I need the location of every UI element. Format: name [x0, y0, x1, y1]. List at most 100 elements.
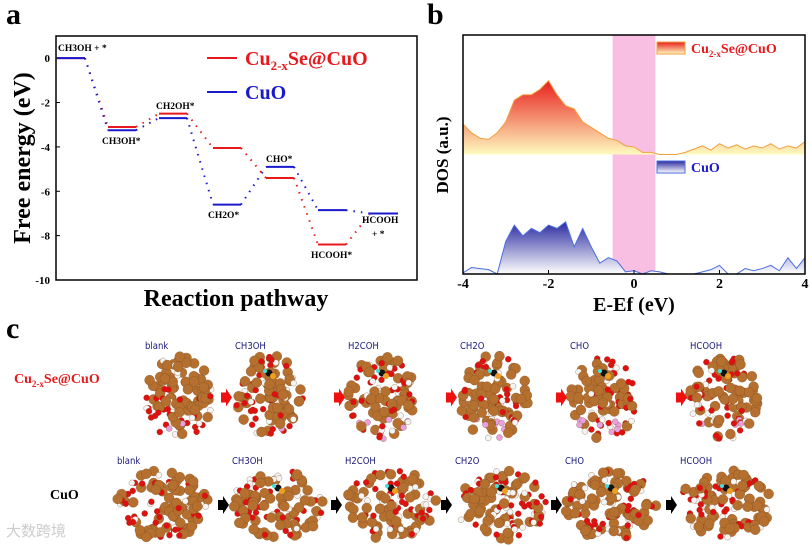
atom: [734, 385, 745, 396]
atom: [174, 351, 185, 362]
atom: [182, 497, 189, 505]
atom: [693, 401, 701, 408]
step-arrow: [676, 388, 687, 407]
atom: [609, 406, 620, 417]
atom: [264, 379, 275, 390]
atom: [167, 479, 179, 491]
atom: [245, 366, 257, 377]
atom: [499, 397, 506, 404]
atom: [713, 432, 720, 439]
atom: [353, 480, 360, 487]
atom: [404, 492, 416, 503]
atom: [591, 521, 599, 528]
atom: [317, 496, 328, 507]
atom: [422, 501, 430, 508]
structure-label: CH3OH: [235, 341, 266, 352]
atom: [479, 357, 486, 365]
adsorbate-oxygen: [495, 373, 501, 379]
atom: [505, 356, 512, 363]
atom: [710, 508, 717, 516]
adsorbate-hydrogen: [495, 484, 499, 488]
atom: [477, 395, 485, 402]
atom: [239, 487, 250, 499]
atom: [176, 532, 183, 539]
atom: [143, 394, 150, 401]
atom: [503, 427, 514, 439]
x-tick-label: -2: [543, 277, 555, 292]
atom: [576, 421, 583, 429]
row-label-cu2xse: Cu2-xSe@CuO: [14, 372, 100, 389]
atom: [261, 531, 269, 538]
structure-label: HCOOH: [680, 456, 713, 467]
atom: [538, 493, 545, 500]
atom: [154, 508, 161, 515]
structure-label: H2COH: [345, 456, 376, 467]
atom: [521, 489, 528, 497]
atom: [144, 375, 155, 386]
atom: [496, 434, 503, 441]
structure-CH2O: [457, 465, 549, 545]
atom: [229, 501, 240, 512]
atom: [474, 505, 485, 517]
atom: [488, 394, 499, 405]
atom: [358, 397, 365, 404]
x-tick-label: 2: [716, 277, 723, 292]
atom: [307, 521, 319, 532]
atom: [573, 392, 584, 403]
atom: [482, 515, 493, 527]
atom: [385, 469, 397, 480]
row-label-cuo: CuO: [50, 488, 79, 503]
atom: [725, 428, 736, 440]
atom: [302, 485, 313, 496]
atom: [628, 417, 635, 425]
x-tick-label: 4: [802, 277, 809, 292]
atom: [182, 384, 194, 395]
atom: [271, 391, 278, 398]
atom: [715, 375, 722, 382]
structure-CH2O: [456, 351, 533, 442]
atom: [279, 514, 286, 521]
atom: [159, 373, 171, 384]
atom: [186, 521, 198, 532]
atom: [155, 409, 162, 416]
atom: [177, 428, 188, 439]
structure-label: blank: [145, 341, 169, 352]
atom: [163, 492, 175, 504]
atom: [317, 509, 325, 516]
atom: [732, 500, 743, 511]
atom: [233, 402, 240, 409]
atom: [287, 531, 294, 539]
atom: [392, 508, 399, 515]
atom: [272, 359, 280, 366]
atom: [369, 378, 376, 385]
atom: [233, 391, 244, 402]
atom: [174, 407, 185, 418]
atom: [403, 400, 414, 411]
atom: [752, 500, 763, 511]
atom: [391, 516, 402, 527]
atom: [515, 510, 522, 517]
atom: [511, 526, 518, 533]
atom: [635, 511, 642, 519]
atom: [737, 480, 748, 491]
atom: [283, 362, 290, 370]
atom: [498, 498, 510, 509]
atom: [252, 415, 259, 422]
atom: [717, 533, 724, 540]
atom: [472, 521, 479, 528]
atom: [596, 421, 604, 428]
atom: [737, 420, 745, 427]
atom: [193, 428, 200, 435]
atom: [198, 381, 210, 393]
atom: [364, 497, 371, 504]
panel-a-label: a: [6, 0, 21, 31]
adsorbate-hydrogen: [598, 369, 602, 373]
step-arrow: [334, 388, 345, 407]
atom: [184, 484, 195, 496]
atom: [141, 468, 152, 479]
atom: [398, 492, 405, 499]
atom: [382, 352, 393, 363]
atom: [275, 475, 283, 482]
atom: [601, 477, 608, 484]
